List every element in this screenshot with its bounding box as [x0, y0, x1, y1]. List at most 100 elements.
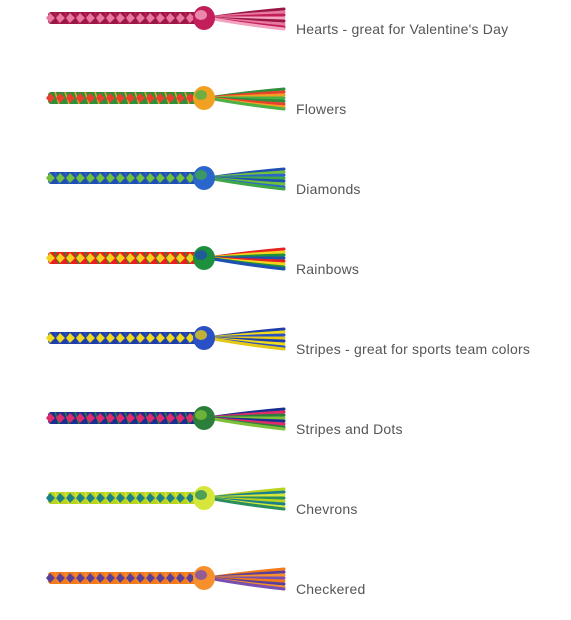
weave-mark	[156, 573, 165, 583]
weave-mark	[56, 173, 65, 183]
weave-mark	[186, 93, 195, 103]
weave-mark	[136, 413, 145, 423]
weave-mark	[46, 173, 55, 183]
weave-mark	[176, 413, 185, 423]
bracelet-image	[46, 566, 286, 591]
weave-mark	[166, 493, 175, 503]
weave-mark	[176, 493, 185, 503]
weave-mark	[46, 93, 55, 103]
weave-mark	[46, 493, 55, 503]
bracelet-image	[46, 326, 286, 351]
bracelet-image	[46, 86, 286, 111]
weave-mark	[176, 93, 185, 103]
weave-mark	[86, 173, 95, 183]
weave-mark	[166, 173, 175, 183]
bracelet-image	[46, 486, 286, 511]
weave-mark	[116, 413, 125, 423]
weave-mark	[96, 413, 105, 423]
knot-highlight	[195, 10, 207, 20]
weave-mark	[116, 573, 125, 583]
weave-mark	[136, 13, 145, 23]
weave-mark	[156, 413, 165, 423]
pattern-row-7: Chevrons	[0, 480, 571, 540]
weave-mark	[56, 573, 65, 583]
pattern-label: Stripes - great for sports team colors	[296, 341, 531, 357]
weave-mark	[76, 173, 85, 183]
bracelet-image	[46, 406, 286, 431]
weave-mark	[166, 93, 175, 103]
hearts-bracelet-icon	[46, 6, 286, 31]
weave-mark	[106, 573, 115, 583]
weave-mark	[106, 493, 115, 503]
weave-mark	[86, 573, 95, 583]
stripes-bracelet-icon	[46, 326, 286, 351]
weave-mark	[136, 173, 145, 183]
weave-mark	[166, 13, 175, 23]
weave-mark	[126, 253, 135, 263]
weave-mark	[66, 253, 75, 263]
weave-mark	[66, 93, 75, 103]
weave-mark	[146, 253, 155, 263]
weave-mark	[96, 173, 105, 183]
bracelet-image	[46, 166, 286, 191]
weave-mark	[96, 253, 105, 263]
weave-mark	[66, 13, 75, 23]
weave-mark	[46, 333, 55, 343]
pattern-label: Diamonds	[296, 181, 361, 197]
weave-mark	[96, 93, 105, 103]
pattern-row-6: Stripes and Dots	[0, 400, 571, 460]
weave-mark	[56, 13, 65, 23]
weave-mark	[156, 253, 165, 263]
weave-mark	[146, 173, 155, 183]
weave-mark	[66, 573, 75, 583]
knot-highlight	[195, 410, 207, 420]
weave-mark	[116, 333, 125, 343]
pattern-row-2: Flowers	[0, 80, 571, 140]
weave-mark	[126, 93, 135, 103]
weave-mark	[96, 573, 105, 583]
weave-mark	[76, 573, 85, 583]
weave-mark	[176, 333, 185, 343]
rainbows-bracelet-icon	[46, 246, 286, 271]
weave-mark	[186, 333, 195, 343]
weave-mark	[146, 493, 155, 503]
weave-mark	[176, 173, 185, 183]
weave-mark	[136, 333, 145, 343]
weave-mark	[166, 413, 175, 423]
weave-mark	[116, 253, 125, 263]
pattern-label: Hearts - great for Valentine's Day	[296, 21, 509, 37]
weave-mark	[56, 413, 65, 423]
weave-mark	[96, 13, 105, 23]
weave-mark	[96, 493, 105, 503]
weave-mark	[126, 573, 135, 583]
pattern-row-3: Diamonds	[0, 160, 571, 220]
weave-mark	[156, 493, 165, 503]
bracelet-image	[46, 246, 286, 271]
pattern-row-8: Checkered	[0, 560, 571, 620]
weave-mark	[136, 253, 145, 263]
weave-mark	[146, 413, 155, 423]
weave-mark	[56, 253, 65, 263]
knot-highlight	[195, 490, 207, 500]
knot-highlight	[195, 250, 207, 260]
weave-mark	[106, 93, 115, 103]
weave-mark	[186, 13, 195, 23]
knot-highlight	[195, 570, 207, 580]
pattern-row-4: Rainbows	[0, 240, 571, 300]
weave-mark	[46, 413, 55, 423]
weave-mark	[186, 573, 195, 583]
pattern-label: Flowers	[296, 101, 347, 117]
flowers-bracelet-icon	[46, 86, 286, 111]
weave-mark	[76, 413, 85, 423]
pattern-label: Checkered	[296, 581, 366, 597]
bracelet-pattern-list: Hearts - great for Valentine's Day Flowe…	[0, 6, 571, 597]
weave-mark	[186, 493, 195, 503]
pattern-row-5: Stripes - great for sports team colors	[0, 320, 571, 380]
weave-mark	[146, 93, 155, 103]
weave-mark	[156, 173, 165, 183]
bracelet-image	[46, 6, 286, 31]
weave-mark	[156, 333, 165, 343]
diamonds-bracelet-icon	[46, 166, 286, 191]
weave-mark	[56, 333, 65, 343]
weave-mark	[186, 253, 195, 263]
